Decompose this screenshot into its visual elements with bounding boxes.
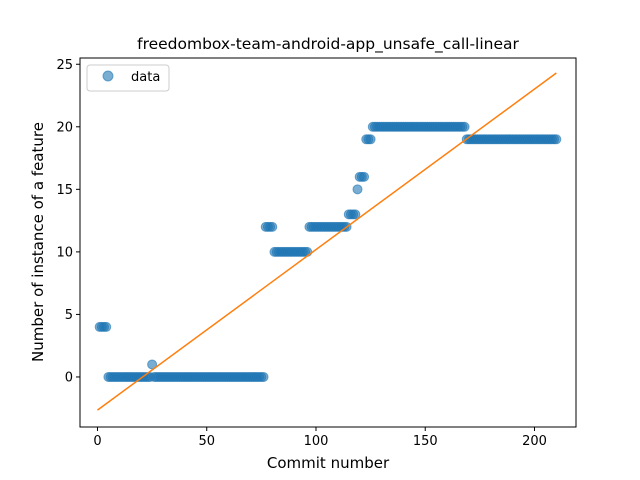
data-point xyxy=(551,134,562,145)
data-point xyxy=(258,371,269,382)
x-tick-label: 100 xyxy=(304,434,329,449)
x-tick-label: 0 xyxy=(93,434,101,449)
y-tick-label: 15 xyxy=(56,183,73,198)
x-tick-label: 150 xyxy=(413,434,438,449)
y-tick-label: 25 xyxy=(56,58,73,73)
fit-line-layer xyxy=(97,72,557,411)
x-tick-label: 200 xyxy=(522,434,547,449)
data-point xyxy=(459,121,470,132)
y-tick-label: 0 xyxy=(65,370,73,385)
x-tick-label: 50 xyxy=(198,434,215,449)
data-point xyxy=(101,321,112,332)
plot-frame xyxy=(79,57,577,428)
chart-title: freedombox-team-android-app_unsafe_call-… xyxy=(137,35,519,54)
fit-line xyxy=(97,72,557,411)
x-axis: 0 50 100 150 200 xyxy=(93,427,547,449)
y-tick-label: 20 xyxy=(56,120,73,135)
data-point xyxy=(359,171,370,182)
data-point xyxy=(267,221,278,232)
y-axis-label: Number of instance of a feature xyxy=(29,122,47,362)
data-point xyxy=(350,209,361,220)
data-point xyxy=(302,246,313,257)
data-point xyxy=(365,134,376,145)
legend: data xyxy=(86,64,170,92)
data-points xyxy=(94,121,562,382)
x-axis-label: Commit number xyxy=(267,454,390,472)
y-tick-label: 10 xyxy=(56,245,73,260)
y-tick-label: 5 xyxy=(65,308,73,323)
plot-area xyxy=(94,72,562,411)
data-point xyxy=(352,184,363,195)
legend-marker xyxy=(102,70,114,82)
legend-entry-data: data xyxy=(131,70,160,85)
data-point xyxy=(147,359,158,370)
y-axis: 0 5 10 15 20 25 xyxy=(56,58,80,385)
